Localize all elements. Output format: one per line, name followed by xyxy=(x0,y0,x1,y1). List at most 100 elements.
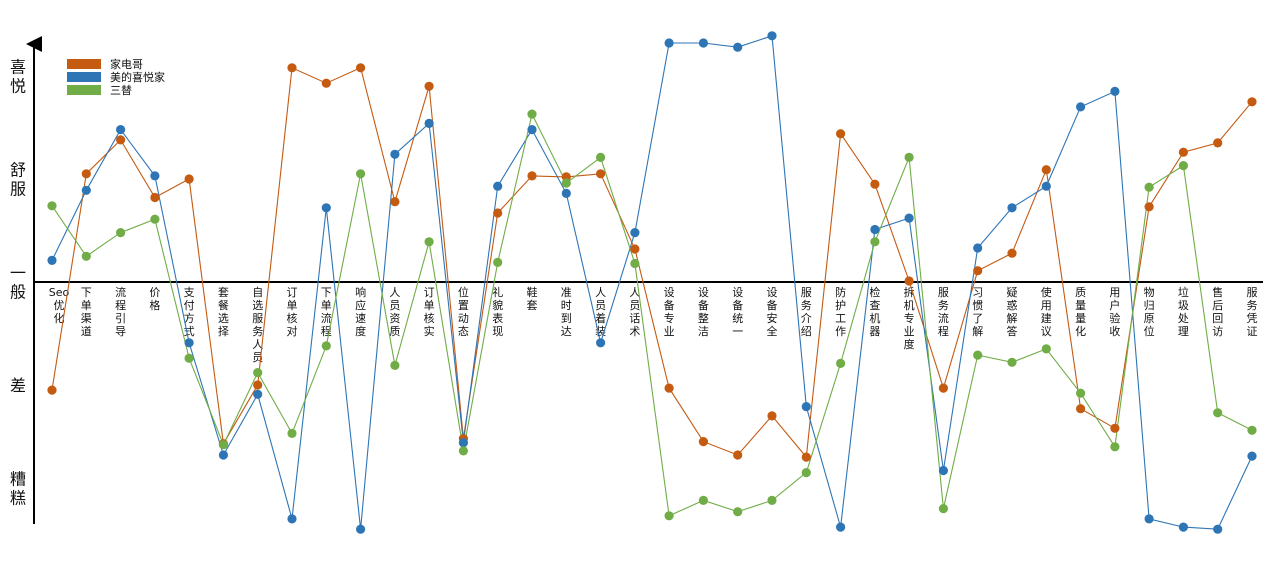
data-point xyxy=(630,258,640,269)
data-point xyxy=(938,465,949,476)
data-point xyxy=(1213,138,1223,148)
data-point xyxy=(1178,522,1188,532)
x-tick-label: 拆机专业度 xyxy=(904,285,915,351)
x-tick-label: 服务凭证 xyxy=(1247,286,1258,338)
data-point xyxy=(1178,147,1188,157)
x-tick-label: 设备整洁 xyxy=(698,286,709,338)
data-point xyxy=(767,411,777,421)
x-tick-label: 习惯了解 xyxy=(972,286,983,338)
y-level-label: 糟糕 xyxy=(10,470,26,508)
data-point xyxy=(767,31,777,41)
data-point xyxy=(81,251,91,261)
data-point xyxy=(116,228,126,238)
data-point xyxy=(1041,165,1051,175)
data-point xyxy=(561,188,571,198)
data-point xyxy=(321,78,331,88)
x-tick-label: 流程引导 xyxy=(115,285,126,338)
data-point xyxy=(904,152,914,162)
legend-swatch xyxy=(67,85,101,95)
data-point xyxy=(253,389,263,399)
data-point xyxy=(1247,451,1257,461)
data-point xyxy=(184,174,194,184)
data-point xyxy=(767,495,777,505)
data-point xyxy=(527,125,537,135)
data-point xyxy=(1110,86,1120,96)
data-point xyxy=(664,38,674,48)
x-tick-label: 用户验收 xyxy=(1109,286,1120,338)
y-level-label: 喜悦 xyxy=(10,58,26,96)
data-point xyxy=(116,125,126,135)
data-point xyxy=(356,63,366,73)
data-point xyxy=(938,383,949,393)
data-point xyxy=(733,507,743,517)
data-point xyxy=(801,402,811,412)
x-tick-label: 疑惑解答 xyxy=(1007,286,1018,338)
x-tick-label: Seo 优化 xyxy=(49,286,70,325)
data-point xyxy=(1110,442,1120,452)
data-point xyxy=(1041,181,1051,191)
x-tick-label: 价格 xyxy=(149,286,160,312)
legend-swatch xyxy=(67,72,101,82)
data-point xyxy=(973,350,983,360)
data-point xyxy=(870,179,880,189)
x-tick-label: 响应速度 xyxy=(355,286,366,338)
data-point xyxy=(527,109,537,119)
x-tick-label: 人员话术 xyxy=(629,286,640,338)
x-tick-label: 下单流程 xyxy=(321,286,332,338)
data-point xyxy=(184,338,194,348)
y-level-label: 差 xyxy=(10,376,26,395)
data-point xyxy=(596,169,606,179)
data-point xyxy=(904,213,914,223)
x-tick-label: 订单核实 xyxy=(424,286,435,338)
data-point xyxy=(424,81,434,91)
data-point xyxy=(596,338,606,348)
data-point xyxy=(81,169,91,179)
data-point xyxy=(321,203,331,213)
data-point xyxy=(836,129,846,139)
data-point xyxy=(47,255,57,265)
x-tick-label: 自选服务人员 xyxy=(252,286,263,364)
x-tick-label: 设备统一 xyxy=(732,286,743,338)
data-point xyxy=(493,257,503,267)
x-tick-label: 服务流程 xyxy=(938,286,949,338)
data-point xyxy=(493,181,503,191)
data-point xyxy=(664,383,674,393)
legend-label: 家电哥 xyxy=(110,57,143,71)
data-point xyxy=(630,244,640,254)
data-point xyxy=(698,38,709,48)
data-point xyxy=(836,358,846,368)
data-point xyxy=(733,450,743,460)
y-level-label: 舒服 xyxy=(10,161,26,199)
data-point xyxy=(1007,357,1017,367)
data-point xyxy=(1041,344,1051,354)
data-point xyxy=(1144,514,1154,524)
data-point xyxy=(1144,182,1154,192)
data-point xyxy=(458,446,468,456)
series-line-3 xyxy=(51,112,1253,517)
data-point xyxy=(1110,423,1120,433)
x-tick-label: 使用建议 xyxy=(1041,286,1052,338)
data-point xyxy=(698,437,709,447)
data-point xyxy=(390,149,400,159)
data-point xyxy=(836,522,846,532)
x-tick-label: 鞋套 xyxy=(527,285,538,312)
data-point xyxy=(801,468,811,478)
data-point xyxy=(973,266,983,276)
x-tick-label: 订单核对 xyxy=(287,286,298,338)
data-point xyxy=(870,237,880,247)
x-tick-label: 售后回访 xyxy=(1212,285,1223,338)
data-point xyxy=(81,185,91,195)
x-tick-label: 支付方式 xyxy=(184,286,195,338)
data-point xyxy=(1213,524,1223,534)
data-point xyxy=(424,118,434,128)
data-point xyxy=(561,178,571,188)
x-tick-label: 垃圾处理 xyxy=(1178,285,1189,338)
x-tick-label: 套餐选择 xyxy=(218,286,229,338)
data-point xyxy=(1247,97,1257,107)
x-tick-label: 礼貌表现 xyxy=(492,285,503,338)
legend-label: 三替 xyxy=(110,83,132,97)
data-point xyxy=(1247,425,1257,435)
x-tick-label: 物归原位 xyxy=(1144,285,1155,338)
